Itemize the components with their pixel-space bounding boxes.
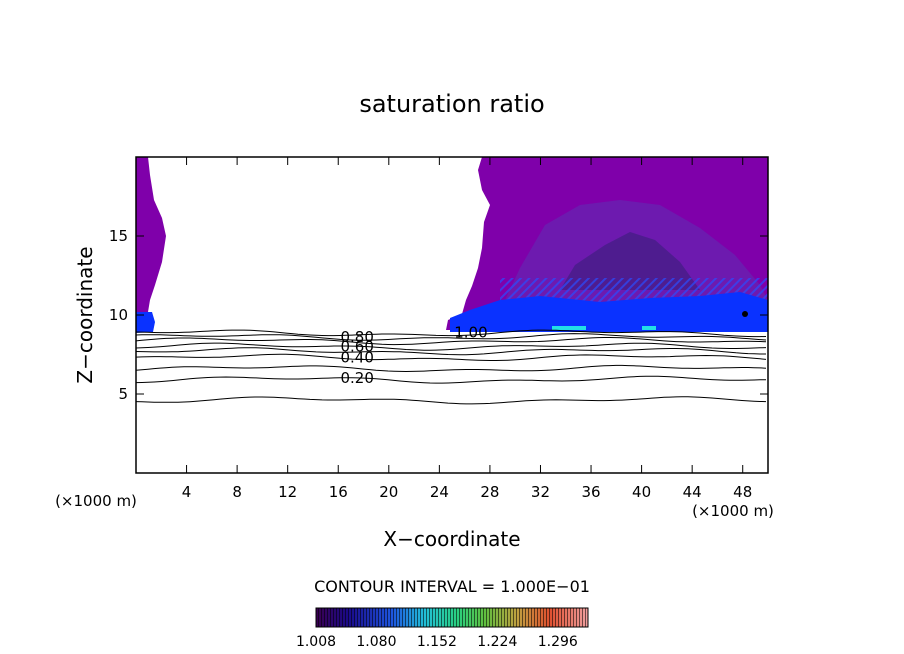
x-tick-label: 32 bbox=[531, 483, 550, 501]
contour-label: 0.20 bbox=[340, 369, 373, 387]
contour-line bbox=[136, 342, 767, 351]
x-axis-label: X−coordinate bbox=[383, 527, 520, 551]
x-unit-left: (×1000 m) bbox=[55, 492, 137, 510]
x-tick-label: 28 bbox=[480, 483, 499, 501]
colorbar: 1.008 1.080 1.152 1.224 1.296 bbox=[296, 607, 589, 650]
contour-interval-label: CONTOUR INTERVAL = 1.000E−01 bbox=[314, 577, 590, 596]
x-tick-label: 4 bbox=[182, 483, 192, 501]
x-tick-label: 48 bbox=[733, 483, 752, 501]
blue-base-band bbox=[450, 292, 768, 332]
colorbar-tick-label: 1.224 bbox=[477, 634, 517, 650]
cyan-streak-1 bbox=[552, 326, 586, 330]
y-tick-label: 15 bbox=[109, 227, 128, 245]
y-tick-label: 10 bbox=[109, 306, 128, 324]
x-tick-label: 8 bbox=[232, 483, 242, 501]
contour-labels: 0.800.600.40 0.20 1.00 bbox=[340, 323, 487, 387]
colorbar-tick-label: 1.296 bbox=[538, 634, 578, 650]
contour-line bbox=[136, 364, 767, 373]
left-saturated-region bbox=[136, 157, 166, 332]
contour-line bbox=[136, 337, 767, 346]
colorbar-stripes bbox=[316, 608, 588, 627]
plot-fills bbox=[136, 157, 768, 405]
colorbar-ticks: 1.008 1.080 1.152 1.224 1.296 bbox=[296, 634, 578, 650]
chart-title: saturation ratio bbox=[359, 90, 544, 118]
contour-line bbox=[136, 329, 767, 338]
colorbar-tick-label: 1.152 bbox=[417, 634, 457, 650]
y-axis-label: Z−coordinate bbox=[73, 246, 97, 383]
x-tick-label: 20 bbox=[379, 483, 398, 501]
x-tick-label: 36 bbox=[581, 483, 600, 501]
dark-dot bbox=[742, 311, 748, 317]
contour-lines bbox=[136, 329, 767, 405]
x-tick-label: 12 bbox=[278, 483, 297, 501]
contour-line bbox=[136, 396, 767, 405]
y-tick-label: 5 bbox=[118, 385, 128, 403]
colorbar-tick-label: 1.008 bbox=[296, 634, 336, 650]
contour-label: 0.80 bbox=[340, 328, 373, 346]
cyan-streak-2 bbox=[642, 326, 656, 330]
plume-core bbox=[560, 232, 700, 290]
colorbar-tick-label: 1.080 bbox=[356, 634, 396, 650]
x-tick-label: 44 bbox=[683, 483, 702, 501]
contour-line bbox=[136, 353, 767, 361]
contour-line bbox=[136, 375, 767, 384]
contour-line bbox=[136, 347, 766, 356]
x-tick-label: 24 bbox=[430, 483, 449, 501]
x-tick-label: 40 bbox=[632, 483, 651, 501]
contour-label: 0.60 bbox=[340, 338, 373, 356]
contour-label: 0.40 bbox=[340, 349, 373, 367]
colorbar-frame bbox=[315, 607, 589, 628]
x-axis: 4 8 12 16 20 24 28 32 36 40 44 48 bbox=[182, 157, 752, 501]
y-axis: 5 10 15 bbox=[109, 227, 768, 403]
x-unit-right: (×1000 m) bbox=[692, 502, 774, 520]
left-blue-cap bbox=[136, 312, 155, 333]
contour-line bbox=[136, 333, 767, 341]
x-tick-label: 16 bbox=[329, 483, 348, 501]
contour-label: 1.00 bbox=[454, 323, 487, 341]
